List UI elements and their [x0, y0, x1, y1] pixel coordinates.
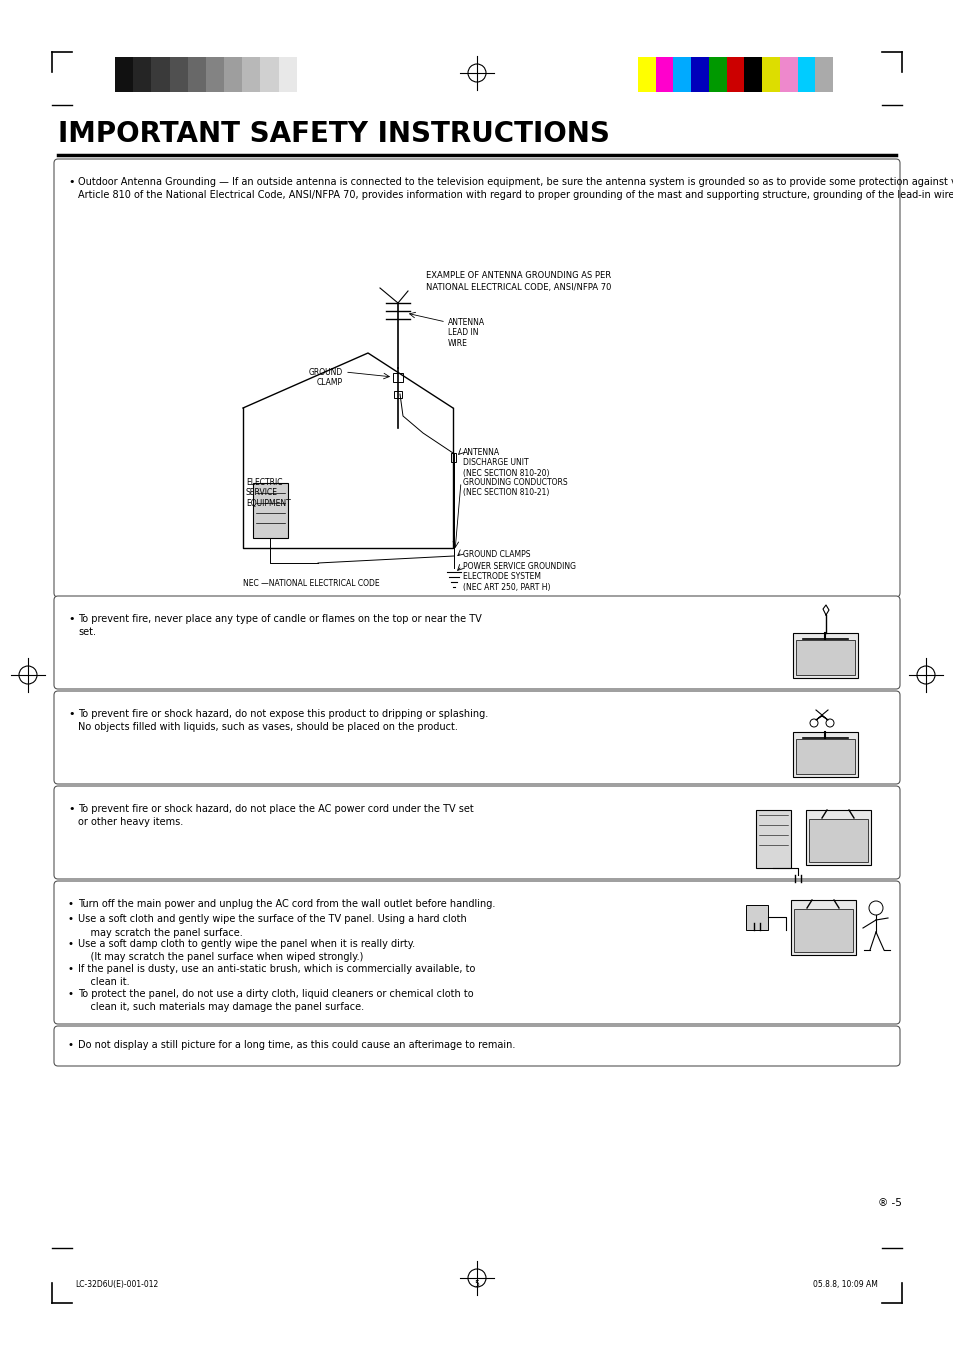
Text: If the panel is dusty, use an anti-static brush, which is commercially available: If the panel is dusty, use an anti-stati…	[78, 963, 475, 988]
Text: POWER SERVICE GROUNDING
ELECTRODE SYSTEM
(NEC ART 250, PART H): POWER SERVICE GROUNDING ELECTRODE SYSTEM…	[462, 562, 576, 592]
Bar	[691, 57, 708, 92]
Text: To prevent fire or shock hazard, do not expose this product to dripping or splas: To prevent fire or shock hazard, do not …	[78, 709, 488, 732]
Bar	[451, 453, 456, 462]
Text: •: •	[68, 613, 74, 624]
Bar	[115, 57, 133, 92]
Text: GROUNDING CONDUCTORS
(NEC SECTION 810-21): GROUNDING CONDUCTORS (NEC SECTION 810-21…	[462, 478, 567, 497]
Text: IMPORTANT SAFETY INSTRUCTIONS: IMPORTANT SAFETY INSTRUCTIONS	[58, 120, 609, 149]
FancyBboxPatch shape	[54, 1025, 899, 1066]
Bar	[260, 57, 278, 92]
Text: GROUND
CLAMP: GROUND CLAMP	[309, 367, 343, 388]
Bar	[792, 634, 857, 678]
Text: ANTENNA
DISCHARGE UNIT
(NEC SECTION 810-20): ANTENNA DISCHARGE UNIT (NEC SECTION 810-…	[462, 449, 549, 478]
Text: To prevent fire, never place any type of candle or flames on the top or near the: To prevent fire, never place any type of…	[78, 613, 481, 638]
Text: Outdoor Antenna Grounding — If an outside antenna is connected to the television: Outdoor Antenna Grounding — If an outsid…	[78, 177, 953, 200]
Bar	[188, 57, 206, 92]
Text: •: •	[68, 804, 74, 815]
Text: •: •	[68, 939, 74, 950]
FancyBboxPatch shape	[54, 159, 899, 597]
Bar	[655, 57, 673, 92]
FancyBboxPatch shape	[54, 881, 899, 1024]
Bar	[638, 57, 655, 92]
FancyBboxPatch shape	[54, 786, 899, 880]
Text: •: •	[68, 915, 74, 924]
Text: •: •	[68, 1040, 74, 1050]
Bar	[170, 57, 188, 92]
Bar	[792, 732, 857, 777]
Bar	[779, 57, 797, 92]
Bar	[242, 57, 260, 92]
Text: ® -5: ® -5	[877, 1198, 901, 1208]
Text: •: •	[68, 989, 74, 998]
Text: Use a soft cloth and gently wipe the surface of the TV panel. Using a hard cloth: Use a soft cloth and gently wipe the sur…	[78, 915, 466, 938]
Bar	[795, 640, 854, 676]
Bar	[133, 57, 152, 92]
FancyBboxPatch shape	[54, 690, 899, 784]
Bar	[393, 373, 402, 382]
Text: To prevent fire or shock hazard, do not place the AC power cord under the TV set: To prevent fire or shock hazard, do not …	[78, 804, 474, 827]
Bar	[797, 57, 815, 92]
Bar	[743, 57, 761, 92]
Bar	[708, 57, 726, 92]
Bar	[790, 900, 855, 955]
Text: To protect the panel, do not use a dirty cloth, liquid cleaners or chemical clot: To protect the panel, do not use a dirty…	[78, 989, 473, 1012]
Text: •: •	[68, 709, 74, 719]
Bar	[808, 819, 867, 862]
Text: NEC —NATIONAL ELECTRICAL CODE: NEC —NATIONAL ELECTRICAL CODE	[243, 580, 379, 588]
Bar	[224, 57, 242, 92]
Text: EXAMPLE OF ANTENNA GROUNDING AS PER: EXAMPLE OF ANTENNA GROUNDING AS PER	[426, 272, 611, 280]
Bar	[761, 57, 779, 92]
Bar	[152, 57, 170, 92]
Text: GROUND CLAMPS: GROUND CLAMPS	[462, 550, 530, 559]
Bar	[815, 57, 832, 92]
FancyBboxPatch shape	[54, 596, 899, 689]
Text: •: •	[68, 898, 74, 909]
Text: •: •	[68, 963, 74, 974]
Text: Do not display a still picture for a long time, as this could cause an afterimag: Do not display a still picture for a lon…	[78, 1040, 515, 1050]
Text: Turn off the main power and unplug the AC cord from the wall outlet before handl: Turn off the main power and unplug the A…	[78, 898, 495, 909]
Text: ANTENNA
LEAD IN
WIRE: ANTENNA LEAD IN WIRE	[448, 317, 485, 347]
Bar	[793, 909, 852, 952]
Bar	[673, 57, 691, 92]
Bar	[755, 811, 790, 867]
Text: NATIONAL ELECTRICAL CODE, ANSI/NFPA 70: NATIONAL ELECTRICAL CODE, ANSI/NFPA 70	[426, 282, 611, 292]
Text: ELECTRIC
SERVICE
EQUIPMENT: ELECTRIC SERVICE EQUIPMENT	[246, 478, 291, 508]
Bar	[253, 484, 288, 538]
Bar	[726, 57, 743, 92]
Bar	[278, 57, 296, 92]
Text: LC-32D6U(E)-001-012: LC-32D6U(E)-001-012	[75, 1279, 158, 1289]
Text: Use a soft damp cloth to gently wipe the panel when it is really dirty.
    (It : Use a soft damp cloth to gently wipe the…	[78, 939, 415, 962]
Text: •: •	[68, 177, 74, 186]
Bar	[296, 57, 314, 92]
Text: 5: 5	[474, 1279, 479, 1289]
Text: 05.8.8, 10:09 AM: 05.8.8, 10:09 AM	[812, 1279, 877, 1289]
Bar	[805, 811, 870, 865]
Bar	[745, 905, 767, 929]
Bar	[394, 390, 401, 399]
Bar	[795, 739, 854, 774]
Bar	[206, 57, 224, 92]
